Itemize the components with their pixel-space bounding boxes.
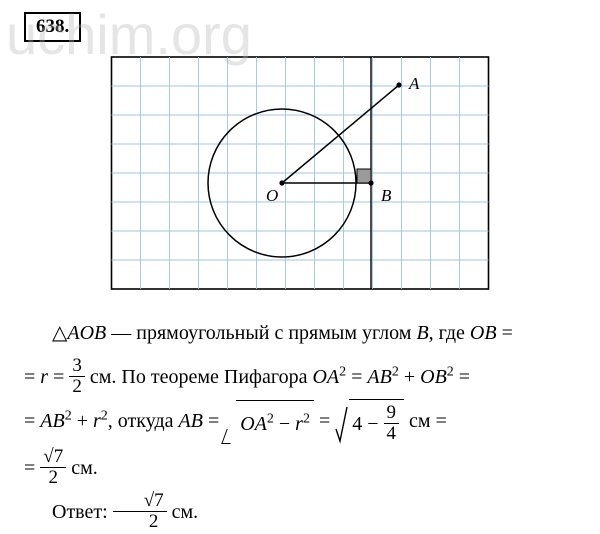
diagram-container: O B A (24, 54, 576, 297)
r2: r (93, 410, 101, 432)
plus2: + (72, 410, 93, 432)
txt3: , откуда (108, 410, 179, 432)
svg-text:A: A (408, 74, 420, 93)
sq2: 2 (392, 364, 399, 379)
angle-B: B (416, 322, 428, 344)
r1: r (40, 366, 48, 388)
AB2: AB (40, 410, 64, 432)
AB3: AB (179, 410, 203, 432)
sq5: 2 (101, 408, 108, 423)
sqrt1: OA2 − r2 (224, 400, 314, 446)
triangle-symbol: △ (52, 322, 67, 344)
OA1: OA (312, 366, 339, 388)
eq2: = (24, 366, 40, 388)
sq3: 2 (447, 364, 454, 379)
txt2: , где (429, 322, 470, 344)
pif: По теореме Пифагора (121, 366, 312, 388)
plus1: + (399, 366, 420, 388)
OB1: OB (470, 322, 497, 344)
problem-number: 638. (24, 12, 81, 42)
svg-text:B: B (381, 186, 392, 205)
sqrt2: 4 − 94 (335, 399, 404, 446)
svg-text:O: O (266, 186, 278, 205)
txt1: — прямоугольный с прямым углом (106, 322, 416, 344)
solution-text: △AOB — прямоугольный с прямым углом B, г… (24, 311, 576, 534)
sq4: 2 (65, 408, 72, 423)
frac-3-2: 32 (69, 356, 85, 397)
answer-value: √72 (113, 491, 167, 532)
cm2: см = (404, 410, 447, 432)
frac-sqrt7-2: √72 (40, 447, 66, 488)
cm4: см. (167, 501, 199, 523)
answer-label: Ответ: (52, 501, 113, 523)
geometry-diagram: O B A (100, 54, 500, 297)
cm1: см. (85, 366, 122, 388)
OB2: OB (420, 366, 447, 388)
triangle-name: AOB (67, 322, 106, 344)
AB1: AB (367, 366, 391, 388)
sq1: 2 (339, 364, 346, 379)
eq3: = (454, 366, 470, 388)
eq1: = (497, 322, 513, 344)
cm3: см. (66, 457, 98, 479)
